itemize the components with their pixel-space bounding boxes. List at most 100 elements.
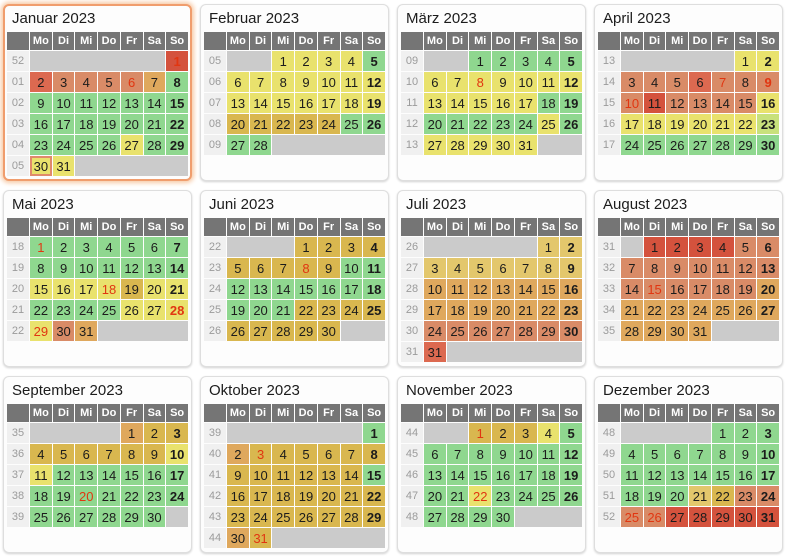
day-cell[interactable]: 24 [689, 300, 711, 320]
day-cell[interactable]: 30 [734, 507, 757, 527]
day-cell[interactable]: 1 [643, 237, 666, 257]
day-cell[interactable]: 11 [537, 72, 560, 92]
day-cell[interactable]: 18 [272, 486, 295, 506]
day-cell[interactable]: 27 [317, 507, 340, 527]
day-cell[interactable]: 13 [666, 465, 689, 485]
day-cell[interactable]: 1 [295, 237, 317, 257]
day-cell[interactable]: 25 [643, 135, 666, 155]
day-cell[interactable]: 29 [734, 135, 757, 155]
day-cell[interactable]: 4 [363, 237, 385, 257]
day-cell[interactable]: 20 [666, 486, 689, 506]
day-cell[interactable]: 23 [52, 300, 75, 320]
day-cell[interactable]: 9 [492, 444, 514, 464]
day-cell[interactable]: 6 [249, 258, 272, 278]
day-cell[interactable]: 22 [469, 114, 492, 134]
day-cell[interactable]: 6 [317, 444, 340, 464]
day-cell[interactable]: 15 [120, 465, 143, 485]
day-cell[interactable]: 1 [120, 423, 143, 443]
day-cell[interactable]: 2 [295, 51, 317, 71]
day-cell[interactable]: 20 [75, 486, 98, 506]
day-cell[interactable]: 12 [560, 72, 582, 92]
day-cell[interactable]: 25 [711, 300, 734, 320]
day-cell[interactable]: 9 [560, 258, 582, 278]
day-cell[interactable]: 26 [666, 135, 689, 155]
day-cell[interactable]: 15 [295, 279, 317, 299]
day-cell[interactable]: 29 [166, 135, 188, 155]
day-cell[interactable]: 23 [295, 114, 317, 134]
day-cell[interactable]: 17 [52, 114, 75, 134]
day-cell[interactable]: 25 [363, 300, 385, 320]
day-cell[interactable]: 26 [560, 114, 582, 134]
day-cell[interactable]: 13 [492, 279, 514, 299]
day-cell[interactable]: 9 [317, 258, 340, 278]
day-cell[interactable]: 5 [643, 444, 666, 464]
day-cell[interactable]: 29 [469, 135, 492, 155]
day-cell[interactable]: 27 [424, 507, 446, 527]
day-cell[interactable]: 9 [30, 93, 52, 113]
day-cell[interactable]: 2 [492, 51, 514, 71]
day-cell[interactable]: 15 [166, 93, 188, 113]
day-cell[interactable]: 7 [340, 444, 363, 464]
day-cell[interactable]: 22 [711, 486, 734, 506]
day-cell[interactable]: 22 [643, 300, 666, 320]
day-cell[interactable]: 24 [757, 486, 779, 506]
day-cell[interactable]: 28 [166, 300, 188, 320]
day-cell[interactable]: 27 [75, 507, 98, 527]
day-cell[interactable]: 27 [424, 135, 446, 155]
day-cell[interactable]: 18 [537, 93, 560, 113]
day-cell[interactable]: 17 [340, 279, 363, 299]
day-cell[interactable]: 13 [75, 465, 98, 485]
day-cell[interactable]: 4 [711, 237, 734, 257]
day-cell[interactable]: 17 [249, 486, 272, 506]
day-cell[interactable]: 28 [621, 321, 643, 341]
day-cell[interactable]: 14 [514, 279, 537, 299]
day-cell[interactable]: 26 [227, 321, 249, 341]
day-cell[interactable]: 17 [75, 279, 98, 299]
day-cell[interactable]: 30 [143, 507, 166, 527]
day-cell[interactable]: 2 [317, 237, 340, 257]
day-cell[interactable]: 28 [340, 507, 363, 527]
day-cell[interactable]: 29 [537, 321, 560, 341]
day-cell[interactable]: 9 [734, 444, 757, 464]
day-cell[interactable]: 4 [340, 51, 363, 71]
day-cell[interactable]: 18 [711, 279, 734, 299]
day-cell[interactable]: 28 [143, 135, 166, 155]
day-cell[interactable]: 3 [514, 51, 537, 71]
day-cell[interactable]: 18 [30, 486, 52, 506]
day-cell[interactable]: 24 [424, 321, 446, 341]
day-cell[interactable]: 27 [757, 300, 779, 320]
day-cell[interactable]: 4 [30, 444, 52, 464]
day-cell[interactable]: 4 [537, 423, 560, 443]
day-cell[interactable]: 11 [363, 258, 385, 278]
day-cell[interactable]: 23 [317, 300, 340, 320]
day-cell[interactable]: 13 [424, 93, 446, 113]
day-cell[interactable]: 11 [340, 72, 363, 92]
day-cell[interactable]: 9 [757, 72, 779, 92]
day-cell[interactable]: 30 [757, 135, 779, 155]
day-cell[interactable]: 6 [757, 237, 779, 257]
day-cell[interactable]: 12 [227, 279, 249, 299]
day-cell[interactable]: 7 [711, 72, 734, 92]
day-cell[interactable]: 8 [537, 258, 560, 278]
day-cell[interactable]: 12 [560, 444, 582, 464]
day-cell[interactable]: 21 [143, 114, 166, 134]
day-cell[interactable]: 28 [98, 507, 120, 527]
day-cell[interactable]: 26 [52, 507, 75, 527]
day-cell[interactable]: 5 [666, 72, 689, 92]
day-cell[interactable]: 4 [98, 237, 120, 257]
day-cell[interactable]: 23 [227, 507, 249, 527]
day-cell[interactable]: 30 [52, 321, 75, 341]
day-cell[interactable]: 16 [143, 465, 166, 485]
day-cell[interactable]: 7 [143, 72, 166, 92]
day-cell[interactable]: 16 [560, 279, 582, 299]
day-cell[interactable]: 8 [363, 444, 385, 464]
day-cell[interactable]: 8 [272, 72, 295, 92]
day-cell[interactable]: 9 [143, 444, 166, 464]
day-cell[interactable]: 24 [340, 300, 363, 320]
day-cell[interactable]: 10 [514, 72, 537, 92]
day-cell[interactable]: 10 [621, 93, 643, 113]
day-cell[interactable]: 3 [52, 72, 75, 92]
day-cell[interactable]: 14 [446, 93, 469, 113]
day-cell[interactable]: 25 [446, 321, 469, 341]
day-cell[interactable]: 11 [75, 93, 98, 113]
